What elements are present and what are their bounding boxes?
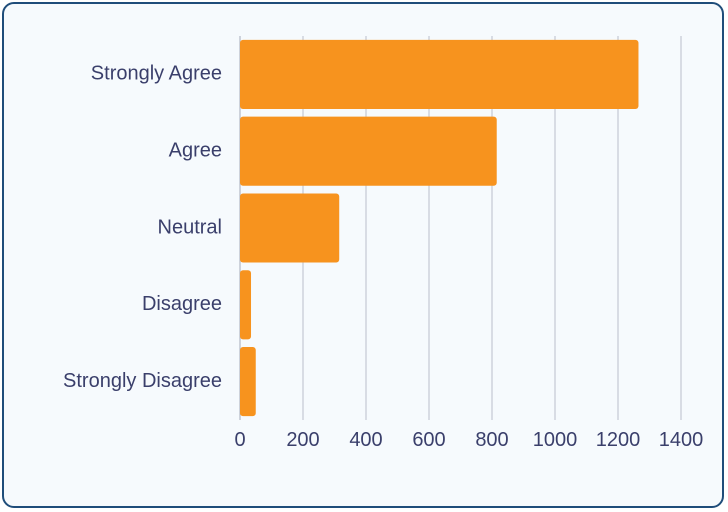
- x-tick-label: 1200: [596, 429, 641, 451]
- category-label: Strongly Agree: [91, 63, 222, 85]
- bar-strongly-agree: [240, 39, 639, 109]
- x-tick-label: 800: [475, 429, 508, 451]
- category-label: Neutral: [158, 216, 222, 238]
- x-tick-label: 1000: [533, 429, 578, 451]
- category-label: Disagree: [142, 293, 222, 315]
- x-tick-label: 600: [412, 429, 445, 451]
- bar-disagree: [240, 270, 252, 340]
- category-label: Agree: [169, 139, 222, 161]
- x-tick-label: 0: [234, 429, 245, 451]
- x-tick-label: 1400: [659, 429, 704, 451]
- bars: [240, 39, 639, 417]
- x-tick-label: 200: [286, 429, 319, 451]
- category-label: Strongly Disagree: [63, 370, 222, 392]
- bar-agree: [240, 116, 497, 186]
- bar-neutral: [240, 193, 340, 263]
- category-labels: Strongly Agree Agree Neutral Disagree Strong…: [63, 63, 222, 392]
- bar-strongly-disagree: [240, 347, 256, 417]
- x-tick-label: 400: [349, 429, 382, 451]
- x-tick-labels: 0 200 400 600 800 1000 1200 1400: [234, 429, 703, 451]
